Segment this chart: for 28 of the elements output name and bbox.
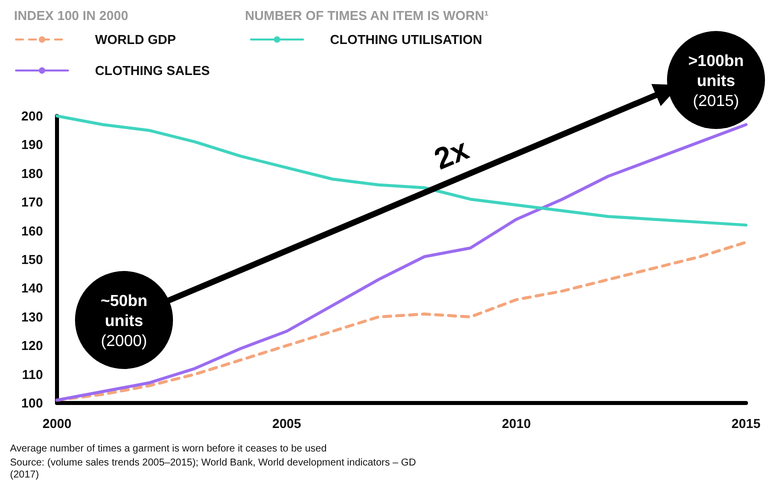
y-tick-label: 170	[21, 194, 43, 210]
y-tick-label: 180	[21, 166, 43, 181]
y-tick-label: 110	[22, 366, 43, 382]
text: NUMBER OF TIMES AN ITEM IS WORN¹	[245, 8, 489, 23]
y-tick-label: 200	[21, 108, 43, 124]
y-tick-label: 150	[21, 252, 43, 267]
line-series	[56, 123, 748, 402]
circle-badge: ~50bn units (2000)	[75, 271, 173, 369]
legend-label: CLOTHING SALES	[95, 63, 210, 78]
x-tick-label: 2005	[272, 416, 302, 431]
source-note: Source: (volume sales trends 2005–2015); World Bank, World development indicators – GD (2017)	[10, 458, 419, 480]
y-tick-label: 140	[21, 280, 43, 296]
legend-title: INDEX 100 IN 2000	[14, 8, 128, 23]
x-tick-label: 2000	[42, 416, 72, 431]
y-tick-label: 130	[21, 309, 43, 324]
x-tick-label: 2015	[732, 416, 760, 431]
circle-badge: >100bn units (2015)	[667, 31, 765, 129]
legend-label: CLOTHING UTILISATION	[330, 32, 482, 47]
legend-label: WORLD GDP	[95, 32, 176, 47]
annotation: 2x	[430, 132, 474, 176]
annotation: ~50bn units (2000)	[100, 293, 148, 350]
y-tick-label: 160	[21, 223, 43, 238]
line-series	[56, 114, 748, 227]
text: Average number of times a garment is worn before it ceases to be used	[10, 444, 327, 454]
y-tick-label: 100	[21, 396, 43, 410]
y-tick-label: 190	[21, 137, 43, 152]
x-tick-label: 2010	[502, 416, 531, 431]
y-tick-label: 120	[21, 338, 43, 354]
